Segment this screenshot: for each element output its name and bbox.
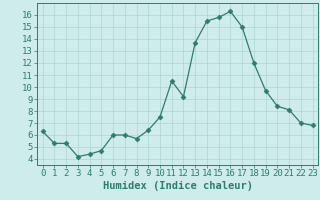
X-axis label: Humidex (Indice chaleur): Humidex (Indice chaleur) [103, 181, 252, 191]
